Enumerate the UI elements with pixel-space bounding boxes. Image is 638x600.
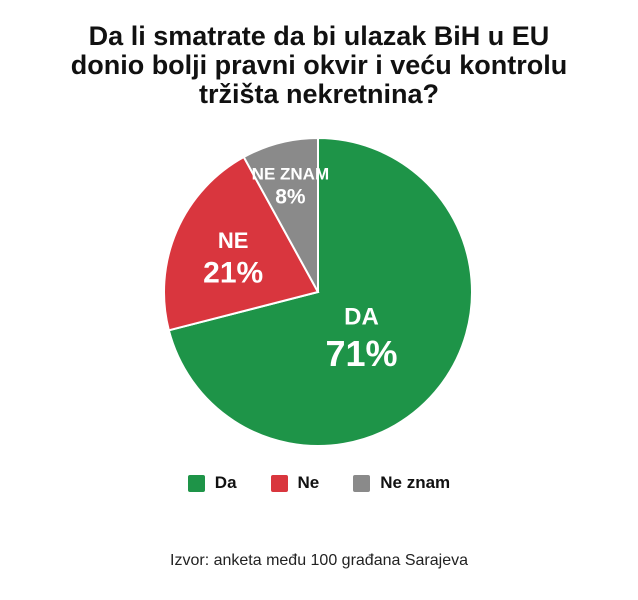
- pie-slice-da: [167, 136, 473, 447]
- slice-label-da: DA: [344, 304, 379, 331]
- pie-slice-ne: [163, 155, 320, 332]
- slice-label-ne-znam: NE ZNAM: [252, 164, 329, 183]
- legend-label-da: Da: [214, 473, 237, 492]
- chart-title-line-1: Da li smatrate da bi ulazak BiH u EU: [88, 21, 550, 51]
- legend-swatch-ne: [270, 474, 288, 492]
- legend-item-ne: Ne: [270, 473, 320, 493]
- chart-title: Da li smatrate da bi ulazak BiH u EU don…: [0, 22, 638, 109]
- slice-value-ne-znam: 8%: [275, 186, 306, 209]
- pie-slice-ne-znam: [242, 136, 319, 293]
- legend-swatch-ne-znam: [353, 474, 371, 492]
- legend-swatch-da: [187, 474, 205, 492]
- legend-label-ne: Ne: [297, 473, 320, 492]
- source-note: Izvor: anketa među 100 građana Sarajeva: [170, 552, 468, 569]
- slice-value-da: 71%: [325, 333, 397, 374]
- slice-label-ne: NE: [218, 228, 249, 253]
- legend: Da Ne Ne znam: [0, 471, 638, 495]
- legend-label-ne-znam: Ne znam: [380, 473, 451, 492]
- slice-value-ne: 21%: [203, 256, 263, 289]
- chart-title-line-3: tržišta nekretnina?: [198, 79, 440, 109]
- chart-title-line-2: donio bolji pravni okvir i veću kontrolu: [70, 50, 568, 80]
- legend-item-ne-znam: Ne znam: [353, 473, 450, 493]
- legend-item-da: Da: [187, 473, 237, 493]
